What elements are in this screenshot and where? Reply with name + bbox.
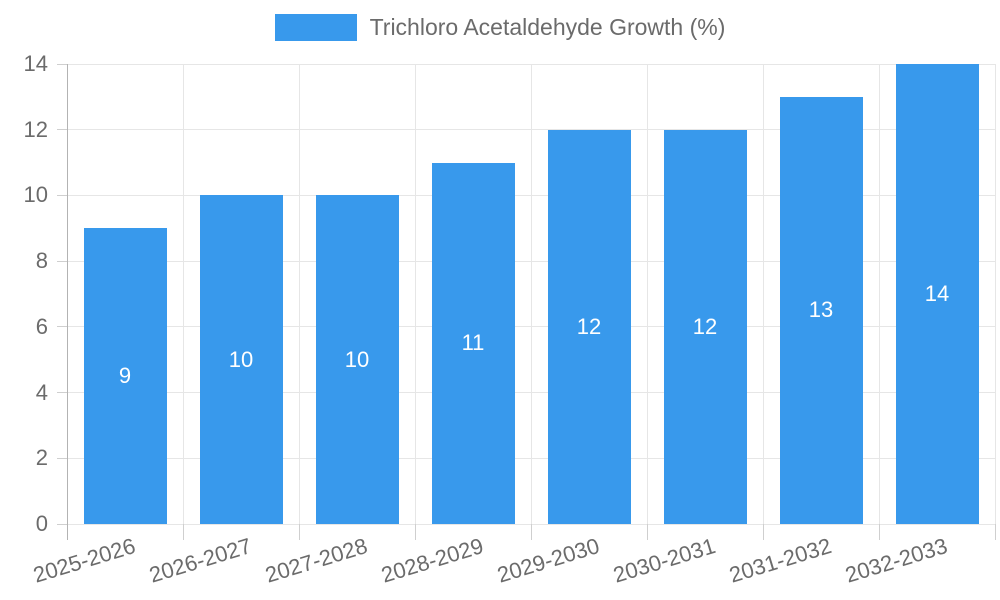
bar [83,228,167,524]
gridline-vertical [878,64,880,524]
y-tick-label: 4 [35,379,48,405]
y-tick-label: 12 [23,116,48,142]
x-tick-label: 2029-2030 [494,533,603,588]
bar-value-label: 12 [576,313,602,339]
bar [895,64,979,524]
x-tick-mark [298,524,300,540]
legend-item[interactable]: Trichloro Acetaldehyde Growth (%) [0,14,1000,41]
x-tick-mark [762,524,764,540]
bar [431,162,515,524]
bar [779,96,863,524]
x-tick-mark [646,524,648,540]
y-tick-mark [57,392,67,394]
gridline-vertical [414,64,416,524]
y-tick-mark [57,129,67,131]
bar-value-label: 14 [924,281,950,306]
y-tick-mark [57,523,67,525]
y-tick-label: 2 [35,445,48,471]
bar-value-label: 10 [228,346,254,372]
bar-value-label: 9 [118,363,132,389]
bar-value-label: 11 [461,330,485,356]
bar [315,195,399,524]
bar-value-label: 12 [692,313,718,339]
bar-value-label: 10 [344,346,370,372]
bar [663,129,747,524]
x-tick-label: 2027-2028 [262,533,371,588]
bar [199,195,283,524]
y-axis-line [66,64,68,540]
gridline-vertical [994,64,996,524]
gridline-vertical [182,64,184,524]
y-tick-label: 0 [35,511,48,536]
x-tick-label: 2028-2029 [378,533,487,588]
y-tick-label: 10 [23,182,48,208]
x-tick-label: 2026-2027 [146,533,255,588]
y-tick-label: 6 [35,313,48,339]
y-tick-label: 14 [23,51,48,76]
x-tick-label: 2025-2026 [30,533,139,588]
x-tick-label: 2032-2033 [842,533,951,588]
legend-swatch [274,14,357,41]
gridline-vertical [646,64,648,524]
y-tick-mark [57,457,67,459]
y-tick-mark [57,63,67,65]
y-tick-mark [57,326,67,328]
bar-value-label: 13 [808,297,834,323]
x-tick-label: 2031-2032 [726,533,835,588]
gridline-vertical [762,64,764,524]
legend-label: Trichloro Acetaldehyde Growth (%) [369,14,726,40]
x-tick-mark [878,524,880,540]
x-tick-label: 2030-2031 [610,533,719,588]
x-tick-mark [182,524,184,540]
x-tick-mark [530,524,532,540]
x-tick-mark [414,524,416,540]
x-tick-mark [994,524,996,540]
gridline-vertical [298,64,300,524]
y-tick-mark [57,194,67,196]
y-tick-mark [57,260,67,262]
gridline-vertical [530,64,532,524]
y-tick-label: 8 [35,248,48,274]
bar [547,129,631,524]
